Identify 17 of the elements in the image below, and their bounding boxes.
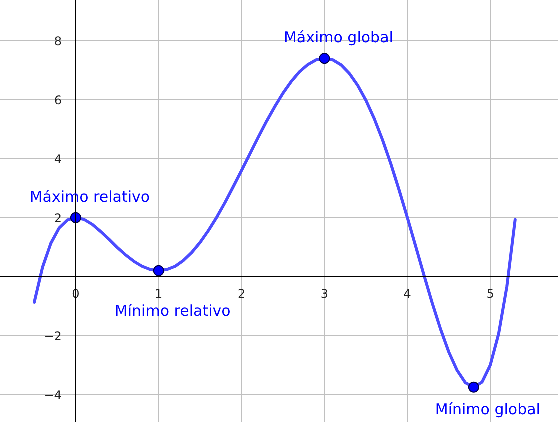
point — [153, 265, 164, 276]
y-tick-label: 4 — [54, 152, 62, 166]
y-tick-label: 6 — [54, 93, 62, 108]
x-tick-label: 2 — [238, 286, 246, 301]
y-tick-label: 8 — [54, 34, 62, 48]
y-tick-label: 2 — [54, 211, 62, 226]
x-tick-label: 1 — [155, 286, 163, 301]
x-tick-label: 5 — [486, 286, 494, 301]
annotation: Mínimo relativo — [114, 302, 231, 320]
y-tick-label: −4 — [44, 388, 62, 402]
annotation: Máximo global — [284, 28, 394, 47]
annotation: Mínimo global — [435, 400, 540, 418]
x-tick-label: 3 — [320, 286, 329, 301]
point — [319, 53, 330, 64]
x-tick-label: 4 — [404, 286, 412, 301]
y-tick-label: −2 — [44, 329, 62, 344]
point — [468, 382, 480, 393]
